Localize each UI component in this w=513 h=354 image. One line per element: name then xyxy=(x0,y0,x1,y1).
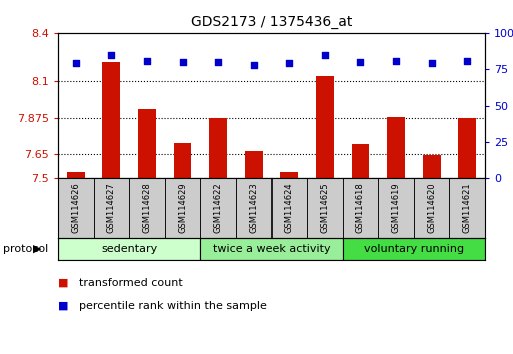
Point xyxy=(250,62,258,68)
Bar xyxy=(378,178,414,238)
Text: voluntary running: voluntary running xyxy=(364,244,464,254)
Text: protocol: protocol xyxy=(3,244,48,254)
Text: GSM114624: GSM114624 xyxy=(285,183,294,233)
Bar xyxy=(245,150,263,178)
Point xyxy=(143,58,151,63)
Bar xyxy=(387,117,405,178)
Bar xyxy=(201,238,343,260)
Text: GSM114618: GSM114618 xyxy=(356,183,365,233)
Bar xyxy=(307,178,343,238)
Text: GSM114628: GSM114628 xyxy=(143,183,151,233)
Text: sedentary: sedentary xyxy=(101,244,157,254)
Bar xyxy=(449,178,485,238)
Bar xyxy=(281,172,298,178)
Text: GSM114623: GSM114623 xyxy=(249,183,258,233)
Bar xyxy=(173,143,191,178)
Text: transformed count: transformed count xyxy=(78,278,182,288)
Bar xyxy=(316,76,334,178)
Bar xyxy=(93,178,129,238)
Text: ▶: ▶ xyxy=(33,244,41,254)
Text: twice a week activity: twice a week activity xyxy=(213,244,330,254)
Bar xyxy=(458,118,476,178)
Text: GSM114622: GSM114622 xyxy=(213,183,223,233)
Text: GSM114627: GSM114627 xyxy=(107,183,116,233)
Point xyxy=(107,52,115,58)
Bar xyxy=(414,178,449,238)
Title: GDS2173 / 1375436_at: GDS2173 / 1375436_at xyxy=(191,15,352,29)
Point xyxy=(321,52,329,58)
Text: GSM114625: GSM114625 xyxy=(321,183,329,233)
Point xyxy=(392,58,400,63)
Bar xyxy=(165,178,201,238)
Bar xyxy=(209,118,227,178)
Bar xyxy=(201,178,236,238)
Point xyxy=(463,58,471,63)
Text: GSM114621: GSM114621 xyxy=(463,183,472,233)
Bar xyxy=(343,178,378,238)
Bar xyxy=(271,178,307,238)
Bar xyxy=(351,144,369,178)
Bar xyxy=(236,178,271,238)
Bar xyxy=(343,238,485,260)
Text: ■: ■ xyxy=(58,301,69,311)
Bar xyxy=(58,178,93,238)
Bar xyxy=(103,62,120,178)
Text: GSM114629: GSM114629 xyxy=(178,183,187,233)
Bar xyxy=(423,155,441,178)
Point xyxy=(72,61,80,66)
Text: GSM114620: GSM114620 xyxy=(427,183,436,233)
Text: ■: ■ xyxy=(58,278,69,288)
Point xyxy=(357,59,365,65)
Bar xyxy=(129,178,165,238)
Point xyxy=(179,59,187,65)
Text: percentile rank within the sample: percentile rank within the sample xyxy=(78,301,266,311)
Bar xyxy=(58,238,201,260)
Point xyxy=(285,61,293,66)
Point xyxy=(427,61,436,66)
Text: GSM114626: GSM114626 xyxy=(71,183,81,233)
Bar xyxy=(67,172,85,178)
Point xyxy=(214,59,222,65)
Bar xyxy=(138,109,156,178)
Text: GSM114619: GSM114619 xyxy=(391,183,401,233)
